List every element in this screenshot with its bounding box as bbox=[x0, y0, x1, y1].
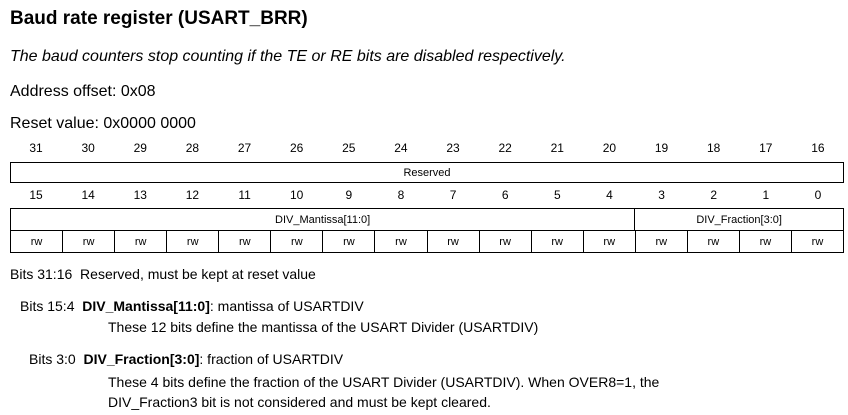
bit-number: 0 bbox=[814, 188, 822, 202]
bit-number: 23 bbox=[446, 141, 460, 155]
fraction-detail-line-1: These 4 bits define the fraction of the … bbox=[108, 374, 660, 390]
bit-number: 31 bbox=[29, 141, 43, 155]
access-cell: rw bbox=[270, 231, 322, 252]
fraction-description: Bits 3:0 DIV_Fraction[3:0]: fraction of … bbox=[29, 351, 343, 367]
bit-number: 16 bbox=[811, 141, 825, 155]
description-text: Reserved, must be kept at reset value bbox=[80, 266, 316, 282]
bit-number: 29 bbox=[133, 141, 147, 155]
bit-number: 3 bbox=[658, 188, 665, 202]
bit-number: 18 bbox=[707, 141, 721, 155]
access-cell: rw bbox=[582, 231, 635, 252]
access-cell: rw bbox=[62, 231, 114, 252]
bit-number: 14 bbox=[81, 188, 95, 202]
reset-value: Reset value: 0x0000 0000 bbox=[10, 115, 196, 132]
access-cell: rw bbox=[374, 231, 426, 252]
bit-number: 1 bbox=[762, 188, 770, 202]
upper-bit-numbers: 31 30 29 28 27 26 25 24 23 22 21 20 19 1… bbox=[10, 141, 844, 155]
bit-range: Bits 31:16 bbox=[10, 266, 73, 282]
lower-bit-numbers: 15 14 13 12 11 10 9 8 7 6 5 4 3 2 1 0 bbox=[10, 188, 844, 202]
bit-number: 22 bbox=[498, 141, 512, 155]
bit-range: Bits 3:0 bbox=[29, 351, 76, 367]
access-row: rw rw rw rw rw rw rw rw rw rw rw rw rw r… bbox=[10, 231, 844, 253]
address-offset: Address offset: 0x08 bbox=[10, 83, 156, 100]
bit-number: 30 bbox=[81, 141, 95, 155]
access-cell: rw bbox=[322, 231, 374, 252]
bit-number: 9 bbox=[345, 188, 353, 202]
reserved-field: Reserved bbox=[403, 166, 451, 179]
div-mantissa-field: DIV_Mantissa[11:0] bbox=[275, 213, 371, 226]
access-cell: rw bbox=[218, 231, 270, 252]
reserved-field-row: Reserved bbox=[10, 162, 844, 183]
access-cell: rw bbox=[30, 235, 43, 248]
mantissa-description: Bits 15:4 DIV_Mantissa[11:0]: mantissa o… bbox=[20, 298, 364, 314]
access-cell: rw bbox=[166, 231, 218, 252]
field-name: DIV_Fraction[3:0] bbox=[83, 351, 200, 367]
bit-number: 13 bbox=[133, 188, 147, 202]
fraction-detail-line-2: DIV_Fraction3 bit is not considered and … bbox=[108, 394, 491, 410]
bit-number: 5 bbox=[553, 188, 561, 202]
bit-number: 25 bbox=[342, 141, 356, 155]
access-cell: rw bbox=[530, 231, 583, 252]
bit-number: 10 bbox=[290, 188, 304, 202]
bit-number: 12 bbox=[185, 188, 200, 202]
div-fraction-field: DIV_Fraction[3:0] bbox=[634, 209, 843, 230]
bit-number: 28 bbox=[185, 141, 200, 155]
bit-range: Bits 15:4 bbox=[20, 298, 75, 314]
bit-number: 15 bbox=[29, 188, 43, 202]
bit-number: 2 bbox=[710, 188, 718, 202]
field-summary: : fraction of USARTDIV bbox=[199, 351, 344, 367]
access-cell: rw bbox=[114, 231, 166, 252]
bit-number: 7 bbox=[449, 188, 457, 202]
access-cell: rw bbox=[790, 231, 843, 252]
access-cell: rw bbox=[426, 231, 479, 252]
access-cell: rw bbox=[634, 231, 687, 252]
field-name: DIV_Mantissa[11:0] bbox=[82, 298, 210, 314]
bit-number: 4 bbox=[606, 188, 613, 202]
access-cell: rw bbox=[686, 231, 739, 252]
mantissa-detail: These 12 bits define the mantissa of the… bbox=[108, 319, 539, 335]
lower-field-row: DIV_Mantissa[11:0] DIV_Fraction[3:0] bbox=[10, 208, 844, 231]
bit-number: 20 bbox=[602, 141, 617, 155]
reserved-description: Bits 31:16 Reserved, must be kept at res… bbox=[10, 266, 316, 282]
bit-number: 8 bbox=[397, 188, 405, 202]
field-summary: : mantissa of USARTDIV bbox=[209, 298, 364, 314]
bit-number: 21 bbox=[550, 141, 564, 155]
bit-number: 17 bbox=[759, 141, 773, 155]
access-cell: rw bbox=[478, 231, 531, 252]
bit-number: 27 bbox=[237, 141, 252, 155]
register-note: The baud counters stop counting if the T… bbox=[10, 48, 566, 65]
access-cell: rw bbox=[738, 231, 791, 252]
bit-number: 11 bbox=[238, 188, 251, 202]
bit-number: 24 bbox=[394, 141, 408, 155]
bit-number: 6 bbox=[501, 188, 509, 202]
bit-number: 19 bbox=[654, 141, 669, 155]
page-title: Baud rate register (USART_BRR) bbox=[10, 8, 308, 29]
bit-number: 26 bbox=[290, 141, 304, 155]
